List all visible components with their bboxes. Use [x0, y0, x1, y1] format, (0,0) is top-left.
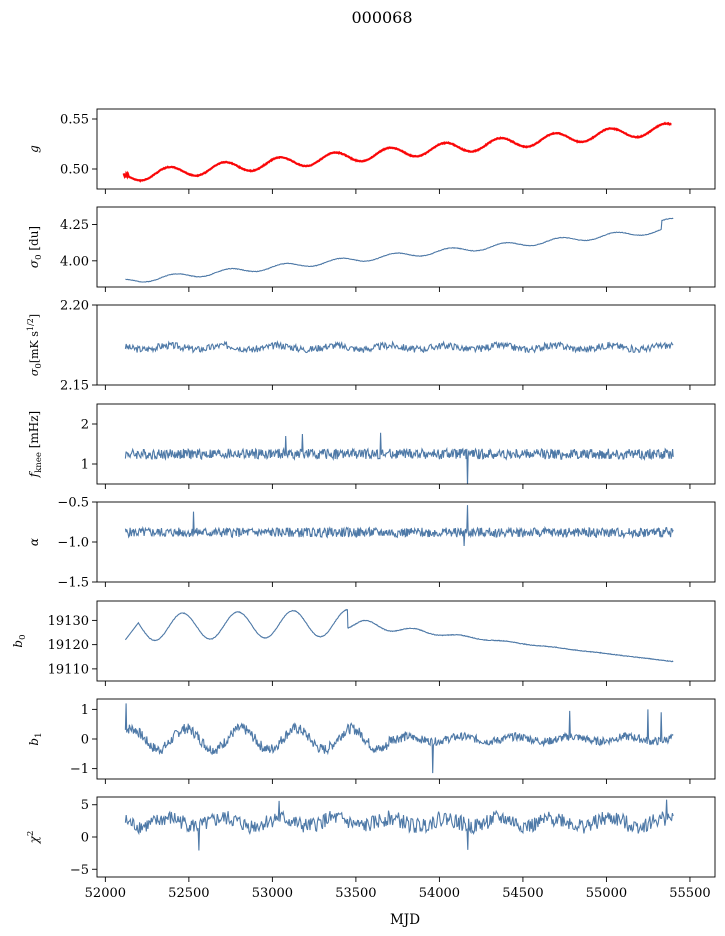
x-tick-label: 55000: [586, 886, 627, 901]
y-tick-label: 4.00: [60, 254, 89, 269]
y-tick-label: 19120: [48, 638, 89, 653]
axes-frame: [96, 304, 716, 386]
y-axis-label: b1: [27, 732, 44, 745]
series-line-2: [122, 121, 672, 183]
panels: 0.50 0.55 g 4.00 4.25 σ0 [du] 2.15 2.20 σ0[mK s1…: [11, 108, 716, 901]
x-tick-label: 53500: [335, 886, 376, 901]
y-tick-label: 1: [81, 703, 89, 718]
y-tick-label: 0.50: [60, 163, 89, 178]
axes-frame: [96, 698, 716, 780]
y-axis-label: σ0[mK s1/2]: [26, 314, 44, 376]
x-tick-label: 54500: [502, 886, 543, 901]
y-tick-label: −1: [70, 762, 89, 777]
series-line-1: [125, 217, 674, 283]
panel-6: 19110 19120 19130 b0: [11, 600, 716, 686]
y-axis-label: χ2: [26, 831, 41, 845]
panel-3: 2.15 2.20 σ0[mK s1/2]: [26, 299, 716, 394]
series-line-1: [124, 608, 674, 663]
y-tick-label: 1: [81, 458, 89, 473]
series-line-1: [124, 505, 674, 547]
y-axis-label: α: [27, 538, 41, 546]
y-axis-label: fknee [mHz]: [27, 411, 44, 478]
y-tick-label: −1.0: [57, 536, 89, 551]
axes-frame: [96, 206, 716, 288]
y-tick-label: 2: [81, 418, 89, 433]
y-tick-label: 4.25: [60, 218, 89, 233]
axes-frame: [96, 600, 716, 682]
figure-title: 000068: [351, 8, 412, 27]
y-tick-label: −5: [70, 863, 89, 878]
series-line-1: [124, 703, 674, 774]
y-tick-label: 19110: [48, 662, 89, 677]
axes-frame: [96, 108, 716, 190]
y-tick-label: −1.5: [57, 576, 89, 591]
panel-8: −5 0 5 52000 52500 53000 53500 54000 54500 55000 5…: [26, 796, 716, 901]
panel-4: 1 2 fknee [mHz]: [27, 403, 716, 489]
series-line-1: [124, 340, 674, 354]
y-tick-label: 5: [81, 798, 89, 813]
axes-frame: [96, 403, 716, 485]
x-tick-label: 55500: [669, 886, 710, 901]
series-line-1: [124, 432, 674, 484]
y-tick-label: 0: [81, 831, 89, 846]
y-axis-label: σ0 [du]: [27, 226, 44, 268]
panel-7: −1 0 1 b1: [27, 698, 716, 784]
x-tick-label: 54000: [419, 886, 460, 901]
y-tick-label: 2.20: [60, 299, 89, 314]
y-tick-label: 0.55: [60, 113, 89, 128]
x-tick-label: 53000: [252, 886, 293, 901]
axes-frame: [96, 796, 716, 878]
y-tick-label: 2.15: [60, 379, 89, 394]
y-axis-label: g: [27, 145, 41, 153]
y-tick-label: 0: [81, 733, 89, 748]
panel-5: −1.5 −1.0 −0.5 α: [27, 496, 716, 591]
y-axis-label: b0: [11, 634, 28, 647]
series-line-1: [124, 799, 674, 851]
y-tick-label: −0.5: [57, 496, 89, 511]
x-axis-label: MJD: [390, 912, 420, 928]
panel-1: 0.50 0.55 g: [27, 108, 716, 194]
x-tick-label: 52500: [168, 886, 209, 901]
axes-frame: [96, 501, 716, 583]
y-tick-label: 19130: [48, 614, 89, 629]
x-tick-label: 52000: [85, 886, 126, 901]
panel-2: 4.00 4.25 σ0 [du]: [27, 206, 716, 292]
